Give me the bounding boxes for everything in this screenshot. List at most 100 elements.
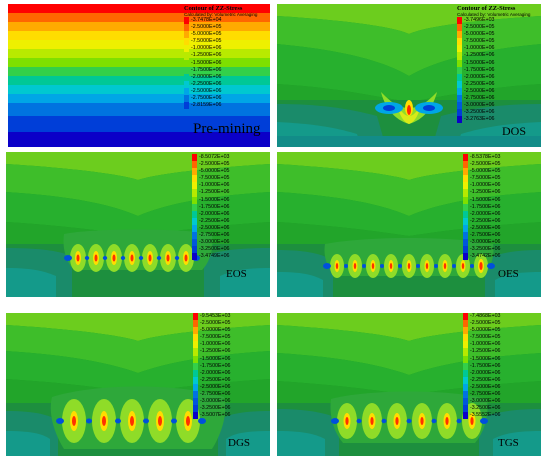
legend-entry: -2.5000E+06	[457, 87, 530, 96]
color-legend: Contour of ZZ-Stress Calculated by: Volu…	[457, 5, 531, 124]
legend-subtitle: Calculated by: Volumetric Averaging	[457, 12, 531, 17]
legend-entry: -1.5000E+06	[184, 59, 257, 67]
legend-entry: -1.7500E+06	[184, 66, 257, 74]
legend-entry: -1.5000E+06	[193, 355, 230, 363]
legend-entry: -2.0000E+06	[192, 210, 229, 218]
legend-entry: -2.7500E+06	[463, 232, 500, 240]
legend-entry: -3.4742E+06	[463, 253, 500, 261]
stress-contour-dos	[277, 4, 541, 147]
legend-entry: -7.5000E+05	[457, 38, 530, 46]
legend-entry: -3.0000E+06	[457, 102, 530, 110]
legend-entry: -2.7500E+06	[193, 391, 230, 399]
legend-entry: -7.5000E+05	[184, 38, 257, 46]
panel-label: DGS	[228, 437, 251, 449]
legend-entry: -1.0000E+06	[193, 341, 230, 349]
color-legend: Contour of ZZ-Stress Calculated by: Volu…	[184, 5, 258, 110]
legend-entry: -2.5000E+05	[184, 24, 257, 32]
legend-subtitle: Calculated by: Volumetric Averaging	[184, 12, 258, 17]
color-legend: -7.4868E+03 -2.5000E+05 -5.0000E+05 -7.5…	[463, 313, 500, 420]
legend-entry: -1.2500E+06	[193, 348, 230, 356]
legend-entry: -3.0000E+06	[463, 239, 500, 247]
color-legend: -8.5378E+03 -2.5000E+05 -5.0000E+05 -7.5…	[463, 154, 500, 261]
legend-entry: -7.5000E+05	[192, 175, 229, 183]
legend-entry: -2.7500E+06	[192, 232, 229, 240]
legend-entry: -3.0000E+06	[463, 398, 500, 406]
panel-label: Pre-mining	[193, 121, 261, 137]
legend-entry: -2.2500E+06	[463, 376, 500, 384]
legend-entry: -5.0000E+05	[457, 31, 530, 39]
legend-entry: -2.2500E+06	[457, 80, 530, 88]
contour-panel-tgs: -7.4868E+03 -2.5000E+05 -5.0000E+05 -7.5…	[277, 313, 541, 456]
legend-entry: -2.0000E+06	[184, 73, 257, 81]
legend-entry: -3.7478E+04	[184, 17, 257, 25]
legend-entry: -1.2500E+06	[184, 52, 257, 60]
legend-entry: -2.0000E+06	[193, 369, 230, 377]
panel-label: TGS	[498, 437, 519, 449]
legend-entry: -1.2500E+06	[463, 348, 500, 356]
legend-entry: -2.8159E+06	[184, 102, 257, 110]
legend-entry: -1.2500E+06	[192, 189, 229, 197]
legend-entry: -1.7500E+06	[457, 66, 530, 74]
stress-contour-eos	[6, 152, 270, 297]
legend-entry: -3.2500E+06	[457, 109, 530, 117]
legend-entry: -5.0000E+05	[193, 327, 230, 335]
legend-entry: -2.5000E+05	[463, 320, 500, 328]
legend-entry: -1.7500E+06	[463, 362, 500, 370]
legend-entry: -2.5000E+05	[457, 24, 530, 32]
legend-entry: -2.5000E+06	[193, 383, 230, 392]
legend-entry: -3.0000E+06	[192, 239, 229, 247]
legend-entry: -1.2500E+06	[463, 189, 500, 197]
legend-entry: -8.5072E+03	[192, 154, 229, 162]
legend-entry: -2.5000E+06	[192, 224, 229, 233]
legend-entry: -3.0000E+06	[193, 398, 230, 406]
legend-entry: -7.4868E+03	[463, 313, 500, 321]
stress-contour-tgs	[277, 313, 541, 456]
legend-entry: -5.0000E+05	[192, 168, 229, 176]
legend-entry: -1.7500E+06	[463, 203, 500, 211]
legend-entry: -3.2500E+06	[463, 405, 500, 413]
legend-entry: -1.7500E+06	[193, 362, 230, 370]
color-legend: -8.5072E+03 -2.5000E+05 -5.0000E+05 -7.5…	[192, 154, 229, 261]
panel-label: DOS	[502, 124, 527, 138]
legend-entry: -3.4749E+06	[192, 253, 229, 261]
legend-entry: -1.7500E+06	[192, 203, 229, 211]
legend-entry: -2.0000E+06	[457, 73, 530, 81]
contour-panel-premining: Contour of ZZ-Stress Calculated by: Volu…	[8, 4, 270, 147]
stress-contour-premining	[8, 4, 270, 147]
stress-contour-oes	[277, 152, 541, 297]
legend-title: Contour of ZZ-Stress	[184, 5, 243, 12]
legend-entry: -2.2500E+06	[184, 80, 257, 88]
legend-entry: -1.5000E+06	[463, 196, 500, 204]
panel-label: OES	[498, 268, 519, 280]
legend-entry: -9.5453E+03	[193, 313, 230, 321]
legend-entry: -2.5000E+05	[192, 161, 229, 169]
legend-entry: -2.5000E+06	[463, 224, 500, 233]
legend-entry: -2.2500E+06	[193, 376, 230, 384]
legend-entry: -2.2500E+06	[463, 217, 500, 225]
legend-entry: -1.0000E+06	[463, 341, 500, 349]
contour-panel-dos: Contour of ZZ-Stress Calculated by: Volu…	[277, 4, 541, 147]
legend-entry: -2.7500E+06	[463, 391, 500, 399]
legend-title: Contour of ZZ-Stress	[457, 5, 516, 12]
legend-entry: -1.0000E+06	[184, 45, 257, 53]
legend-entry: -1.0000E+06	[463, 182, 500, 190]
legend-entry: -3.2500E+06	[463, 246, 500, 254]
legend-entry: -2.5000E+05	[193, 320, 230, 328]
legend-entry: -2.5000E+06	[463, 383, 500, 392]
stress-contour-dgs	[6, 313, 270, 456]
legend-entry: -2.5000E+05	[463, 161, 500, 169]
legend-entry: -3.2500E+06	[192, 246, 229, 254]
legend-entry: -5.0000E+05	[463, 168, 500, 176]
legend-entry: -3.5552E+06	[463, 412, 500, 420]
legend-entry: -7.5000E+05	[463, 334, 500, 342]
contour-panel-oes: -8.5378E+03 -2.5000E+05 -5.0000E+05 -7.5…	[277, 152, 541, 297]
legend-entry: -2.7500E+06	[457, 95, 530, 103]
legend-entry: -3.2500E+06	[193, 405, 230, 413]
contour-panel-dgs: -9.5453E+03 -2.5000E+05 -5.0000E+05 -7.5…	[6, 313, 270, 456]
legend-entry: -1.5000E+06	[457, 59, 530, 67]
legend-entry: -2.2500E+06	[192, 217, 229, 225]
legend-entry: -1.0000E+06	[457, 45, 530, 53]
legend-entry: -7.5000E+05	[193, 334, 230, 342]
legend-entry: -1.2500E+06	[457, 52, 530, 60]
legend-entry: -1.5000E+06	[192, 196, 229, 204]
